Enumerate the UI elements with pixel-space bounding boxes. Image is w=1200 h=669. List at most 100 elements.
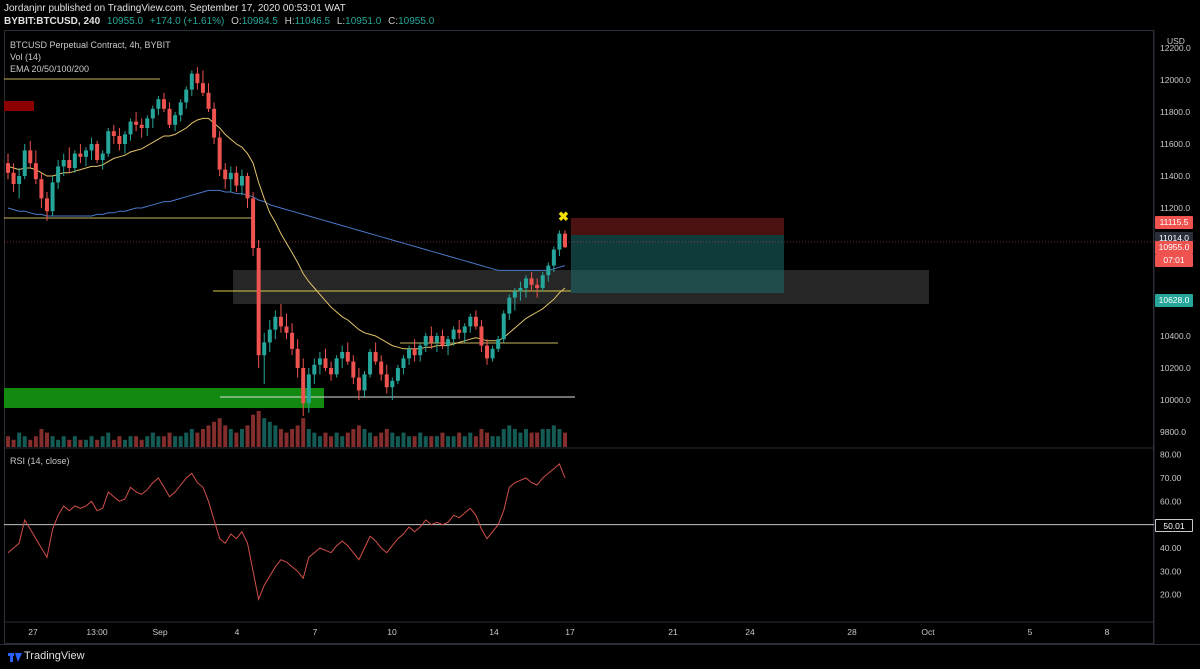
volume-bar (173, 436, 178, 447)
price-change: +174.0 (+1.61%) (149, 16, 225, 27)
chart-title: BTCUSD Perpetual Contract, 4h, BYBIT (10, 40, 171, 50)
candle-body (384, 374, 389, 388)
candle-body (340, 352, 345, 359)
candle-body (529, 278, 534, 285)
candle-body (329, 368, 334, 375)
volume-bar (485, 432, 490, 447)
volume-bar (228, 429, 233, 447)
volume-bar (239, 429, 244, 447)
currency-label: USD (1167, 36, 1185, 46)
candle-body (407, 348, 412, 359)
volume-bar (217, 418, 222, 447)
volume-bar (384, 429, 389, 447)
candle-body (507, 297, 512, 314)
volume-bar (379, 432, 384, 447)
time-tick-label: 17 (565, 627, 575, 637)
candle-body (395, 368, 400, 381)
volume-bar (284, 432, 289, 447)
volume-bar (423, 436, 428, 447)
candle-body (106, 131, 111, 154)
volume-bar (451, 436, 456, 447)
volume-bar (56, 439, 61, 447)
price-tag: 10955.0 (1155, 241, 1193, 255)
price-tag: 10628.0 (1155, 293, 1193, 307)
tradingview-logo-icon (8, 653, 22, 662)
candle-body (317, 358, 322, 365)
price-tick-label: 10000.0 (1160, 395, 1191, 405)
price-tick-label: 11800.0 (1160, 107, 1190, 117)
high-label: H: (284, 16, 295, 27)
volume-bar (61, 436, 66, 447)
price-tick-label: 11600.0 (1160, 139, 1190, 149)
price-tick-label: 9800.0 (1160, 427, 1186, 437)
low-label: L: (336, 16, 346, 27)
candle-body (122, 134, 127, 144)
volume-bar (429, 436, 434, 447)
volume-bar (161, 436, 166, 447)
candle-body (17, 176, 22, 184)
volume-bar (178, 436, 183, 447)
candle-body (22, 150, 27, 176)
take-profit-zone (571, 235, 784, 293)
time-tick-label: Sep (152, 627, 167, 637)
volume-bar (167, 432, 172, 447)
supply-zone-marker (4, 101, 34, 111)
candle-body (83, 150, 88, 157)
candle-body (485, 345, 490, 359)
volume-bar (245, 425, 250, 447)
volume-bar (524, 429, 529, 447)
candle-body (295, 348, 300, 368)
volume-bar (507, 425, 512, 447)
volume-bar (189, 429, 194, 447)
candle-body (245, 176, 250, 199)
candle-body (479, 326, 484, 346)
volume-bar (306, 429, 311, 447)
candle-body (184, 89, 189, 103)
candle-body (178, 102, 183, 116)
header-bar: Jordanjnr published on TradingView.com, … (0, 0, 1200, 30)
symbol-label[interactable]: BYBIT:BTCUSD, 240 (4, 16, 101, 27)
volume-bar (262, 418, 267, 447)
candle-body (89, 144, 94, 151)
candle-body (490, 348, 495, 359)
candle-body (11, 172, 16, 184)
volume-bar (39, 429, 44, 447)
ohlc-line: BYBIT:BTCUSD, 240 10955.0 +174.0 (+1.61%… (4, 16, 438, 27)
candle-body (100, 153, 105, 160)
volume-bar (457, 432, 462, 447)
tradingview-brand[interactable]: TradingView (24, 650, 85, 662)
candle-body (111, 131, 116, 136)
volume-bar (390, 432, 395, 447)
candle-body (551, 249, 556, 266)
volume-bar (412, 436, 417, 447)
time-tick-label: 8 (1105, 627, 1110, 637)
candle-body (128, 121, 133, 135)
volume-bar (28, 439, 33, 447)
candle-body (301, 368, 306, 404)
rsi-value-tag: 50.01 (1155, 518, 1193, 532)
candle-body (323, 358, 328, 368)
volume-bar (273, 425, 278, 447)
candle-body (234, 172, 239, 186)
candle-body (239, 176, 244, 186)
volume-bar (200, 429, 205, 447)
candle-body (217, 137, 222, 170)
candle-body (167, 108, 172, 125)
volume-bar (184, 432, 189, 447)
candle-body (345, 352, 350, 362)
volume-bar (490, 436, 495, 447)
volume-bar (345, 432, 350, 447)
candle-body (306, 374, 311, 404)
candle-body (39, 179, 44, 199)
price-tick-label: 12200.0 (1160, 43, 1191, 53)
demand-zone (4, 388, 324, 408)
volume-bar (434, 436, 439, 447)
candle-body (423, 336, 428, 346)
volume-bar (535, 432, 540, 447)
price-tick-label: 11400.0 (1160, 171, 1190, 181)
volume-bar (89, 436, 94, 447)
volume-bar (518, 432, 523, 447)
volume-bar (462, 436, 467, 447)
volume-bar (83, 439, 88, 447)
